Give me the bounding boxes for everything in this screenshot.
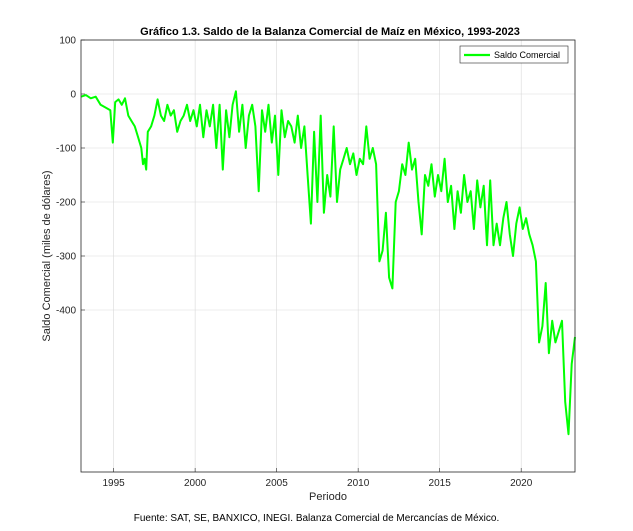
series-layer bbox=[80, 90, 576, 436]
y-tick-label: 0 bbox=[70, 90, 76, 101]
series-line-saldo-comercial bbox=[80, 90, 576, 436]
legend-box bbox=[459, 45, 569, 64]
x-axis: 1995 2000 2005 2010 2015 2020 bbox=[102, 468, 533, 489]
legend: Saldo Comercial bbox=[459, 45, 569, 64]
y-tick-label: -400 bbox=[56, 306, 76, 317]
legend-label: Saldo Comercial bbox=[494, 50, 560, 60]
x-tick-label: 2015 bbox=[429, 478, 452, 489]
grid bbox=[81, 39, 575, 472]
x-axis-label: Periodo bbox=[309, 491, 347, 503]
x-tick-label: 1995 bbox=[102, 478, 125, 489]
chart-title: Gráfico 1.3. Saldo de la Balanza Comerci… bbox=[140, 26, 520, 38]
y-tick-label: -100 bbox=[56, 144, 76, 155]
y-axis: 100 0 -100 -200 -300 -400 bbox=[56, 36, 85, 317]
x-tick-label: 2005 bbox=[266, 478, 289, 489]
y-axis-label: Saldo Comercial (miles de dólares) bbox=[41, 170, 53, 341]
x-tick-label: 2020 bbox=[510, 478, 533, 489]
y-tick-label: -300 bbox=[56, 252, 76, 263]
y-tick-label: 100 bbox=[59, 36, 76, 47]
x-tick-label: 2000 bbox=[184, 478, 207, 489]
y-tick-label: -200 bbox=[56, 198, 76, 209]
source-note: Fuente: SAT, SE, BANXICO, INEGI. Balanza… bbox=[133, 513, 500, 524]
x-tick-label: 2010 bbox=[347, 478, 370, 489]
plot-frame bbox=[80, 39, 576, 473]
